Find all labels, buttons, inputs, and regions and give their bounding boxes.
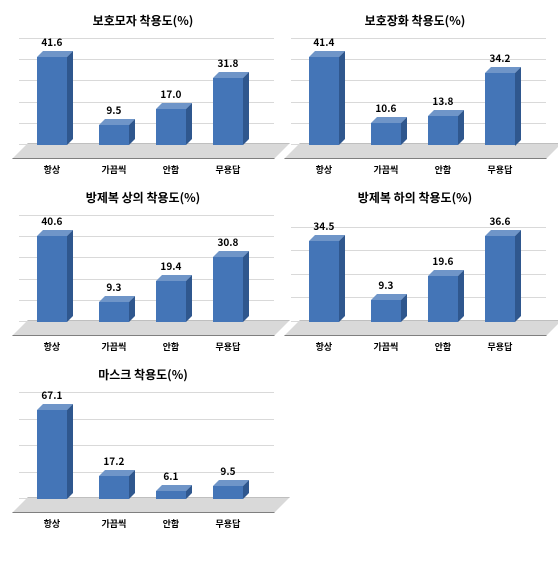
category-label: 가끔씩 <box>101 517 126 530</box>
plot-area: 34.5 항상 9.3 가끔씩 19.6 안함 36.6 무용답 <box>284 212 546 352</box>
category-label: 무용답 <box>216 340 241 353</box>
chart-helmet: 보호모자 착용도(%) 41.6 항상 9.5 가끔씩 17.0 안함 31.8 무용답 <box>12 12 274 175</box>
chart-bottomwear: 방제복 하의 착용도(%) 34.5 항상 9.3 가끔씩 19.6 안함 36.6 무용답 <box>284 189 546 352</box>
category-label: 가끔씩 <box>373 163 398 176</box>
value-label: 41.6 <box>41 34 62 49</box>
category-label: 가끔씩 <box>101 340 126 353</box>
category-label: 무용답 <box>216 517 241 530</box>
category-label: 항상 <box>44 340 61 353</box>
category-label: 안함 <box>435 340 452 353</box>
category-label: 가끔씩 <box>101 163 126 176</box>
category-label: 무용답 <box>216 163 241 176</box>
value-label: 17.0 <box>160 86 181 101</box>
value-label: 6.1 <box>163 468 178 483</box>
value-label: 19.6 <box>432 253 453 268</box>
value-label: 9.3 <box>378 277 393 292</box>
category-label: 안함 <box>163 163 180 176</box>
value-label: 9.5 <box>220 463 235 478</box>
value-label: 9.5 <box>106 102 121 117</box>
category-label: 가끔씩 <box>373 340 398 353</box>
chart-mask: 마스크 착용도(%) 67.1 항상 17.2 가끔씩 6.1 안함 9.5 무용답 <box>12 366 274 529</box>
chart-title: 보호장화 착용도(%) <box>284 12 546 29</box>
category-label: 항상 <box>44 517 61 530</box>
plot-area: 40.6 항상 9.3 가끔씩 19.4 안함 30.8 무용답 <box>12 212 274 352</box>
category-label: 항상 <box>316 163 333 176</box>
category-label: 무용답 <box>488 163 513 176</box>
plot-area: 41.4 항상 10.6 가끔씩 13.8 안함 34.2 무용답 <box>284 35 546 175</box>
chart-topwear: 방제복 상의 착용도(%) 40.6 항상 9.3 가끔씩 19.4 안함 30.8 무용답 <box>12 189 274 352</box>
value-label: 31.8 <box>217 55 238 70</box>
value-label: 34.5 <box>313 218 334 233</box>
value-label: 19.4 <box>160 258 181 273</box>
category-label: 항상 <box>44 163 61 176</box>
chart-title: 방제복 상의 착용도(%) <box>12 189 274 206</box>
category-label: 안함 <box>163 340 180 353</box>
value-label: 9.3 <box>106 279 121 294</box>
value-label: 36.6 <box>489 213 510 228</box>
plot-area: 67.1 항상 17.2 가끔씩 6.1 안함 9.5 무용답 <box>12 389 274 529</box>
chart-title: 마스크 착용도(%) <box>12 366 274 383</box>
value-label: 41.4 <box>313 34 334 49</box>
value-label: 40.6 <box>41 213 62 228</box>
category-label: 무용답 <box>488 340 513 353</box>
chart-title: 방제복 하의 착용도(%) <box>284 189 546 206</box>
value-label: 30.8 <box>217 234 238 249</box>
plot-area: 41.6 항상 9.5 가끔씩 17.0 안함 31.8 무용답 <box>12 35 274 175</box>
chart-gloves: 보호장화 착용도(%) 41.4 항상 10.6 가끔씩 13.8 안함 34.2 무용답 <box>284 12 546 175</box>
category-label: 안함 <box>435 163 452 176</box>
value-label: 13.8 <box>432 93 453 108</box>
category-label: 안함 <box>163 517 180 530</box>
value-label: 17.2 <box>103 453 124 468</box>
value-label: 10.6 <box>375 100 396 115</box>
chart-title: 보호모자 착용도(%) <box>12 12 274 29</box>
value-label: 67.1 <box>41 387 62 402</box>
value-label: 34.2 <box>489 50 510 65</box>
category-label: 항상 <box>316 340 333 353</box>
